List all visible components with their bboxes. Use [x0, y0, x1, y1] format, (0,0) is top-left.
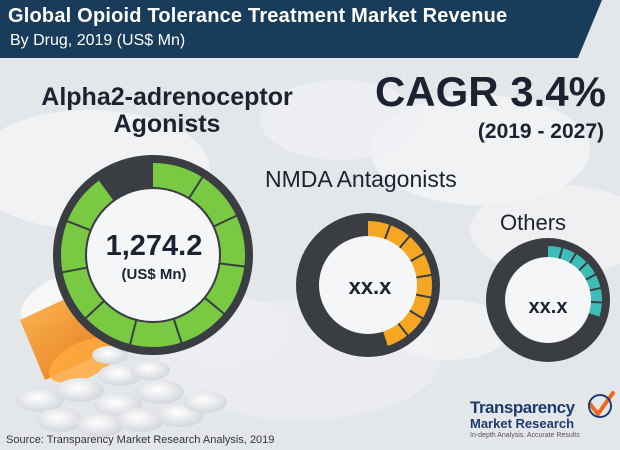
segment-label-others: Others: [500, 210, 567, 235]
gauge-tick: [172, 318, 183, 344]
gauge-center-others: [505, 257, 591, 343]
gauge-tick: [213, 214, 238, 228]
gauge-tick: [66, 219, 92, 232]
gauge-tick: [61, 266, 88, 274]
segment-value-alpha2: 1,274.2: [105, 230, 203, 262]
segment-value-others: xx.x: [528, 296, 568, 318]
gauge-tick: [382, 223, 392, 243]
segment-label-alpha2: Alpha2-adrenoceptor Agonists: [41, 83, 293, 138]
page-subtitle: By Drug, 2019 (US$ Mn): [10, 32, 186, 49]
logo-line2: Market Research: [470, 416, 575, 431]
gauge-tick: [128, 319, 138, 346]
page-title: Global Opioid Tolerance Treatment Market…: [8, 5, 508, 27]
gauge-tick: [219, 262, 246, 268]
source-note: Source: Transparency Market Research Ana…: [6, 434, 275, 446]
gauge-tick: [412, 292, 432, 299]
gauge-tick: [406, 308, 424, 320]
cagr-value: CAGR 3.4%: [374, 68, 606, 115]
segment-unit-alpha2: (US$ Mn): [121, 266, 187, 283]
segment-value-nmda: xx.x: [348, 274, 392, 299]
gauge-alpha2: [53, 155, 253, 355]
gauge-tick: [84, 300, 105, 320]
company-logo: Transparency Market Research In-depth An…: [468, 390, 618, 446]
logo-tagline: In-depth Analysis. Accurate Results: [470, 432, 580, 439]
gauge-tick: [395, 320, 410, 337]
gauge-tick: [188, 175, 204, 199]
checkmark-logo-icon: [588, 391, 615, 418]
gauge-tick: [413, 273, 433, 279]
gauge-center-alpha2: [87, 189, 219, 321]
cagr-period: (2019 - 2027): [477, 120, 604, 143]
gauge-tick: [203, 296, 226, 316]
gauge-tick: [407, 252, 426, 264]
segment-label-nmda: NMDA Antagonists: [265, 166, 457, 192]
gauge-others: [486, 238, 610, 362]
header-banner: Global Opioid Tolerance Treatment Market…: [0, 0, 602, 58]
gauge-tick: [397, 234, 411, 251]
gauge-center-nmda: [319, 236, 417, 334]
logo-line1: Transparency: [470, 398, 575, 417]
gauge-nmda: [296, 213, 440, 357]
